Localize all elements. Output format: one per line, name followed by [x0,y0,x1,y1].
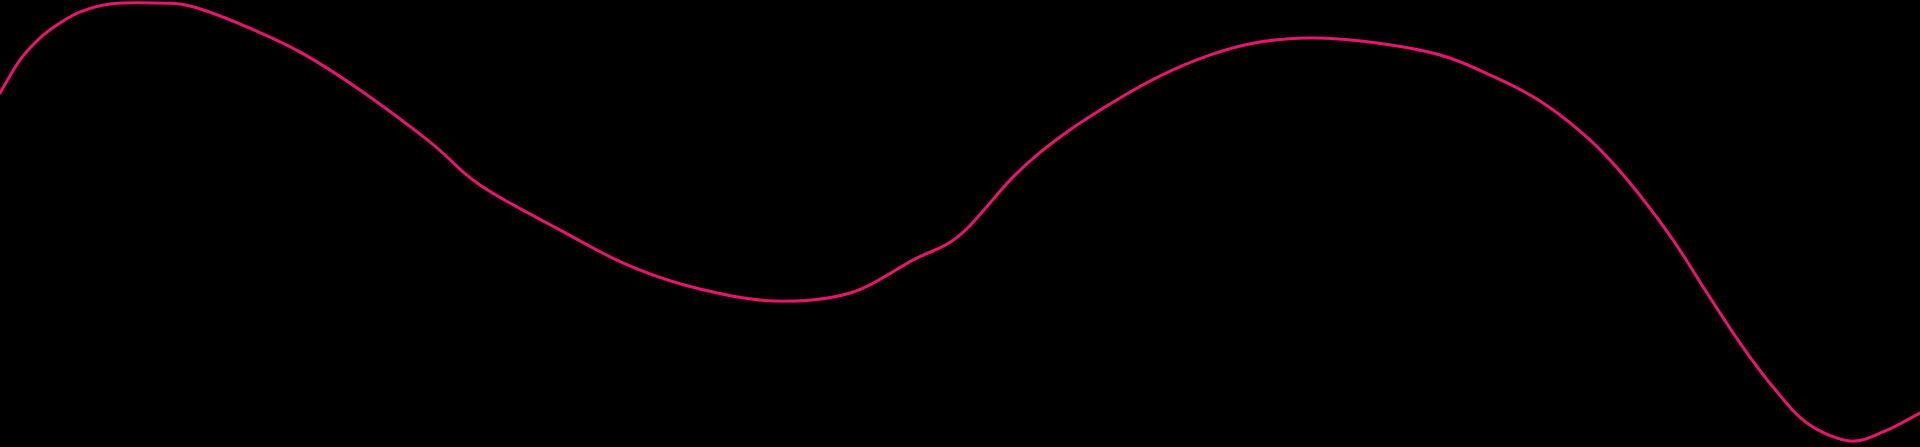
chart-canvas [0,1,1920,443]
wave-line-chart [0,1,1920,443]
wave-curve-path [0,1,1920,443]
